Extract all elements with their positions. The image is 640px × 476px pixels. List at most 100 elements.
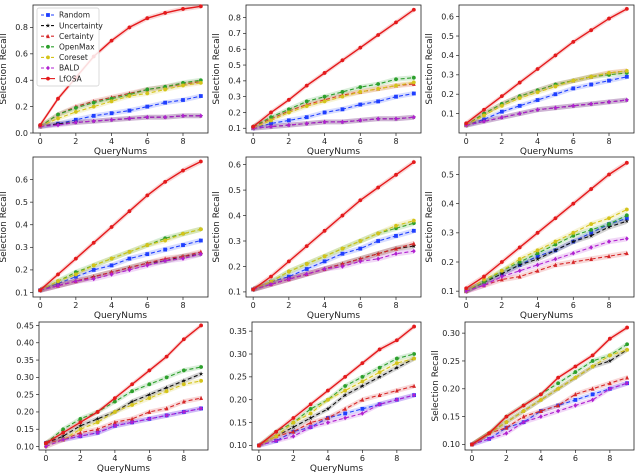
- series-band: [45, 378, 202, 449]
- data-point: [198, 4, 203, 9]
- y-tick-label: 0.30: [442, 329, 460, 338]
- data-point: [95, 430, 100, 436]
- legend-entry: OpenMax: [59, 43, 95, 52]
- y-tick-label: 0.3: [15, 243, 28, 252]
- y-tick-label: 0.1: [15, 288, 28, 297]
- data-point: [590, 392, 595, 397]
- data-point: [499, 271, 505, 276]
- series-coreset: [251, 80, 416, 131]
- data-point: [607, 239, 611, 244]
- data-point: [571, 78, 576, 83]
- data-point: [145, 193, 150, 198]
- data-point: [269, 118, 273, 123]
- data-point: [340, 107, 345, 112]
- x-tick-label: 6: [573, 454, 578, 463]
- data-point: [469, 442, 474, 447]
- y-axis-label: Selection Recall: [0, 33, 9, 104]
- y-tick-label: 0.6: [441, 12, 454, 21]
- y-tick-label: 0.3: [228, 92, 241, 101]
- data-point: [199, 406, 204, 411]
- data-point: [73, 120, 78, 125]
- data-point: [590, 359, 595, 363]
- series-band: [466, 97, 627, 128]
- data-point: [38, 288, 43, 293]
- x-axis-label: QueryNums: [94, 311, 148, 321]
- data-point: [556, 403, 561, 408]
- data-point: [61, 430, 66, 435]
- data-point: [130, 403, 135, 407]
- data-point: [340, 261, 345, 266]
- data-point: [394, 234, 398, 238]
- data-point: [91, 118, 96, 124]
- legend-entry: LfOSA: [59, 74, 83, 83]
- x-tick-label: 0: [251, 137, 256, 146]
- data-point: [588, 233, 594, 238]
- data-point: [607, 172, 611, 177]
- data-point: [625, 347, 630, 352]
- data-point: [78, 427, 83, 432]
- y-tick-label: 0.4: [441, 51, 454, 60]
- data-point: [43, 444, 48, 449]
- data-point: [482, 274, 486, 279]
- y-tick-label: 0.6: [228, 160, 241, 169]
- data-point: [286, 274, 291, 279]
- data-point: [553, 262, 558, 267]
- data-point: [181, 378, 187, 383]
- data-point: [589, 245, 594, 250]
- data-point: [573, 375, 578, 380]
- data-point: [274, 434, 279, 439]
- data-point: [571, 230, 576, 235]
- data-point: [358, 256, 363, 261]
- series-lfosa: [464, 6, 629, 126]
- series-lfosa: [38, 3, 203, 128]
- data-point: [181, 243, 185, 247]
- data-point: [517, 245, 522, 250]
- data-point: [411, 114, 416, 120]
- series-bald: [43, 406, 204, 449]
- series-line: [45, 407, 202, 448]
- data-point: [78, 423, 83, 428]
- series-line: [258, 358, 415, 446]
- data-point: [163, 247, 168, 252]
- series-line: [465, 252, 627, 292]
- data-point: [127, 25, 132, 30]
- y-tick-label: 0.35: [229, 327, 247, 336]
- data-point: [251, 287, 256, 292]
- data-point: [198, 227, 203, 232]
- data-point: [181, 98, 185, 102]
- y-tick-label: 0.3: [228, 237, 241, 246]
- series-band: [258, 383, 415, 448]
- data-point: [411, 218, 416, 223]
- y-tick-label: 0.2: [441, 90, 454, 99]
- legend-marker: [46, 44, 50, 49]
- data-point: [304, 115, 309, 120]
- legend-marker: [45, 23, 51, 28]
- series-lfosa: [464, 160, 629, 291]
- data-point: [377, 374, 382, 379]
- data-point: [164, 354, 169, 359]
- data-point: [340, 94, 345, 99]
- legend-entry: Uncertainty: [59, 21, 103, 30]
- series-certainty: [43, 395, 204, 446]
- data-point: [343, 374, 348, 379]
- data-point: [147, 368, 152, 373]
- data-point: [112, 423, 117, 429]
- series-coreset: [251, 217, 416, 293]
- series-line: [465, 220, 628, 292]
- y-tick-label: 0.25: [442, 357, 460, 366]
- series-line: [465, 209, 628, 292]
- data-point: [304, 244, 309, 248]
- data-point: [535, 248, 540, 253]
- data-point: [606, 224, 612, 229]
- data-point: [130, 389, 135, 394]
- data-point: [291, 420, 296, 425]
- series-band: [40, 226, 201, 293]
- data-point: [624, 207, 629, 212]
- series-band: [466, 74, 627, 128]
- data-point: [322, 228, 327, 233]
- data-point: [607, 99, 611, 105]
- data-point: [304, 99, 309, 104]
- series-band: [40, 113, 201, 129]
- data-point: [291, 424, 296, 430]
